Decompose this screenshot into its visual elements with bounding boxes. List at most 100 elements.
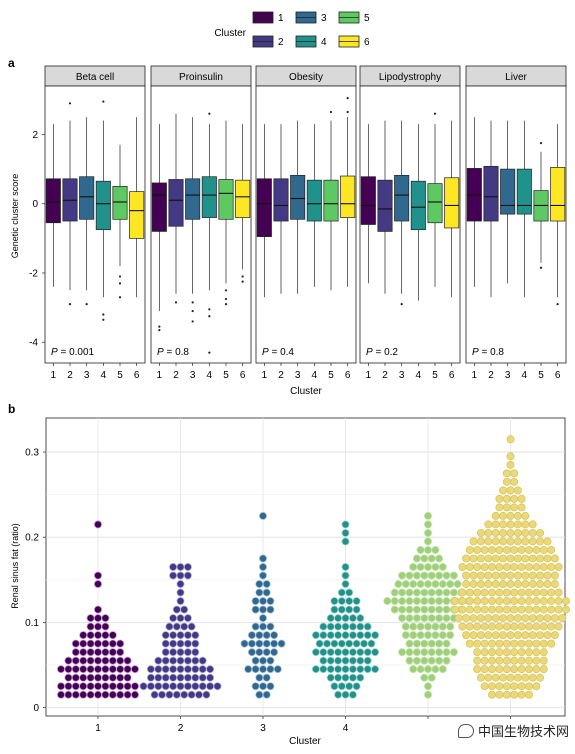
data-dot: [258, 571, 267, 580]
data-dot: [510, 690, 519, 699]
data-dot: [521, 571, 530, 580]
data-dot: [169, 682, 178, 691]
data-dot: [165, 690, 174, 699]
box-iqr: [550, 167, 566, 222]
data-dot: [123, 656, 132, 665]
data-dot: [258, 682, 267, 691]
data-dot: [528, 520, 537, 529]
data-dot: [169, 648, 178, 657]
data-dot: [412, 614, 421, 623]
data-dot: [427, 588, 436, 597]
data-dot: [420, 588, 429, 597]
outlier-point: [433, 112, 437, 115]
legend-title: Cluster: [214, 28, 246, 39]
data-dot: [539, 622, 548, 631]
data-dot: [435, 588, 444, 597]
data-dot: [484, 520, 493, 529]
data-dot: [176, 656, 185, 665]
data-dot: [420, 597, 429, 606]
data-dot: [94, 571, 103, 580]
data-dot: [536, 614, 545, 623]
data-dot: [480, 622, 489, 631]
data-dot: [495, 665, 504, 674]
p-symbol: P: [472, 347, 479, 358]
data-dot: [554, 588, 563, 597]
data-dot: [491, 537, 500, 546]
data-dot: [371, 665, 380, 674]
data-dot: [416, 580, 425, 589]
box-cluster-1: [466, 117, 482, 287]
data-dot: [435, 605, 444, 614]
data-dot: [476, 537, 485, 546]
data-dot: [326, 673, 335, 682]
outlier-point: [539, 266, 543, 269]
x-tick-label: 4: [416, 370, 422, 381]
data-dot: [401, 580, 410, 589]
data-dot: [517, 690, 526, 699]
data-dot: [176, 571, 185, 580]
data-dot: [431, 545, 440, 554]
data-dot: [476, 673, 485, 682]
data-dot: [532, 597, 541, 606]
facet-lipodystrophy: Lipodystrophy 1 2 3 4 5 6 P = 0.2: [359, 65, 461, 381]
y-tick-label: 0: [32, 199, 38, 210]
legend-label-2: 2: [278, 37, 284, 48]
data-dot: [510, 477, 519, 486]
data-dot: [473, 588, 482, 597]
box-iqr: [410, 180, 426, 231]
x-tick-label: 3: [295, 370, 301, 381]
data-dot: [255, 639, 264, 648]
data-dot: [266, 656, 275, 665]
x-tick-label: 5: [328, 370, 334, 381]
outlier-point: [68, 303, 72, 306]
data-dot: [513, 520, 522, 529]
data-dot: [442, 597, 451, 606]
data-dot: [510, 469, 519, 478]
data-dot: [337, 682, 346, 691]
outlier-point: [158, 325, 161, 328]
data-dot: [398, 605, 407, 614]
data-dot: [101, 631, 110, 640]
data-dot: [146, 682, 155, 691]
data-dot: [480, 656, 489, 665]
data-dot: [266, 605, 275, 614]
p-value-label: P = 0.8: [472, 347, 504, 358]
data-dot: [251, 682, 260, 691]
data-dot: [334, 622, 343, 631]
data-dot: [423, 520, 432, 529]
data-dot: [398, 614, 407, 623]
data-dot: [469, 580, 478, 589]
data-dot: [536, 631, 545, 640]
data-dot: [345, 597, 354, 606]
data-dot: [525, 622, 534, 631]
data-dot: [345, 682, 354, 691]
data-dot: [495, 605, 504, 614]
box-iqr: [377, 179, 393, 232]
data-dot: [367, 639, 376, 648]
data-dot: [539, 656, 548, 665]
data-dot: [554, 597, 563, 606]
data-dot: [517, 648, 526, 657]
data-dot: [345, 639, 354, 648]
box-cluster-2: [168, 113, 184, 304]
data-dot: [465, 622, 474, 631]
data-dot: [266, 665, 275, 674]
data-dot: [469, 614, 478, 623]
data-dot: [412, 639, 421, 648]
data-dot: [431, 631, 440, 640]
data-dot: [94, 690, 103, 699]
x-tick-label: 6: [134, 370, 140, 381]
x-tick-label: 3: [190, 370, 196, 381]
data-dot: [495, 622, 504, 631]
data-dot: [71, 682, 80, 691]
data-dot: [495, 563, 504, 572]
data-dot: [532, 665, 541, 674]
data-dot: [495, 639, 504, 648]
data-dot: [409, 580, 418, 589]
data-dot: [480, 682, 489, 691]
p-value: = 0.4: [269, 347, 295, 358]
dots-cluster-2: [139, 563, 222, 699]
outlier-point: [208, 315, 211, 318]
data-dot: [442, 588, 451, 597]
